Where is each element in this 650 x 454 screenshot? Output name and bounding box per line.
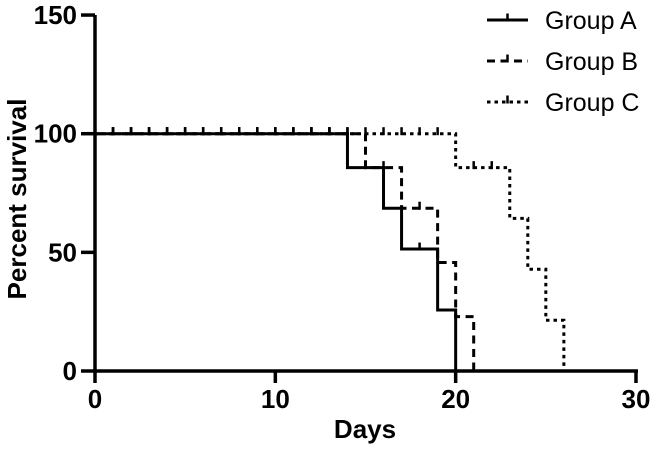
y-tick-label: 0 [63,356,77,386]
legend-label-group-b: Group B [545,48,638,76]
x-tick-label: 30 [622,384,650,414]
series-group-c [95,127,566,371]
legend-label-group-a: Group A [545,7,637,35]
x-tick-label: 10 [261,384,290,414]
y-tick-label: 50 [48,237,77,267]
legend-label-group-c: Group C [545,89,639,117]
x-axis-title: Days [334,414,396,444]
y-tick-label: 150 [34,0,77,30]
curve-group-c [95,132,566,371]
x-tick-label: 0 [88,384,102,414]
series-group-a [95,127,458,371]
y-axis-title: Percent survival [2,99,32,300]
curve-group-b [95,132,476,371]
x-tick-label: 20 [441,384,470,414]
y-tick-label: 100 [34,119,77,149]
